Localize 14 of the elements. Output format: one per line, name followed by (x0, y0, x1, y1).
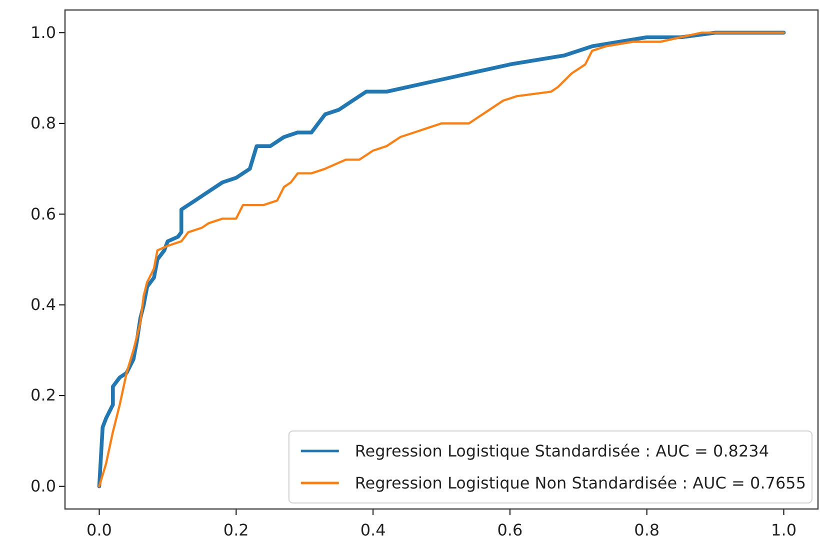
legend-label: Regression Logistique Non Standardisée : AUC = 0.7655 (354, 474, 806, 493)
y-tick-label: 0.8 (30, 114, 56, 133)
x-tick-label: 0.4 (360, 520, 386, 540)
legend-label: Regression Logistique Standardisée : AUC = 0.8234 (354, 442, 770, 461)
x-tick-label: 0.2 (223, 520, 249, 540)
x-tick-label: 0.0 (86, 520, 112, 540)
y-tick-label: 0.4 (30, 294, 56, 314)
y-tick-label: 0.6 (30, 204, 56, 224)
x-tick-label: 1.0 (771, 520, 796, 540)
x-tick-label: 0.6 (497, 520, 523, 540)
y-tick-label: 0.2 (30, 386, 56, 405)
y-tick-label: 1.0 (30, 22, 56, 42)
y-tick-label: 0.0 (30, 476, 56, 496)
x-tick-label: 0.8 (634, 520, 660, 540)
